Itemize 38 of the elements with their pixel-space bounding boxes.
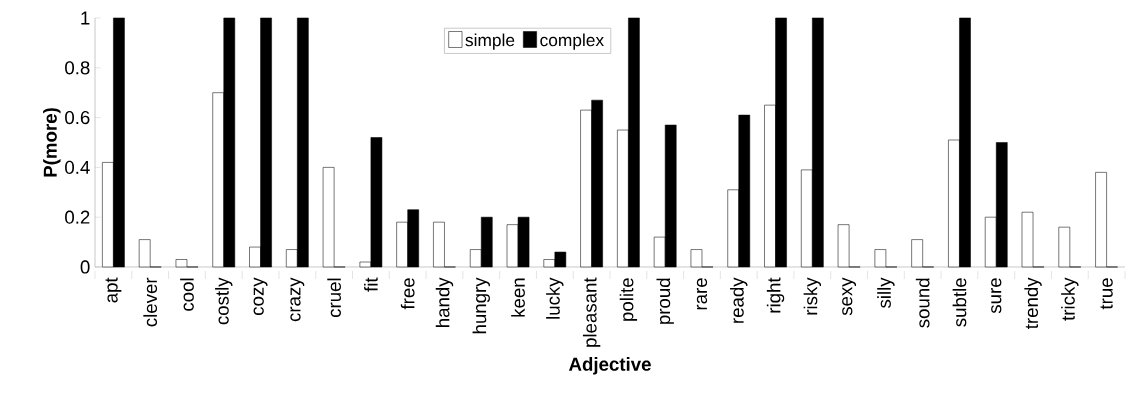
x-tick-label: ready [730, 277, 748, 323]
x-tick-label: risky [803, 277, 822, 315]
x-tick-label: pleasant [582, 277, 601, 347]
x-tick-label: sound [915, 278, 930, 328]
legend-label: simple [465, 33, 515, 50]
x-tick-label: rare [696, 278, 708, 310]
x-tick-label: sure [991, 278, 1002, 314]
y-tick-label: 0 [80, 260, 90, 274]
x-tick-label: hungry [472, 277, 490, 334]
x-axis-title: Adjective [568, 357, 651, 375]
x-tick-label: right [766, 277, 785, 313]
x-tick-label: true [1100, 278, 1113, 310]
x-tick-label: costly [215, 277, 233, 325]
x-tick-label: proud [656, 278, 674, 324]
y-axis-title: P(more) [43, 108, 61, 177]
x-tick-label: apt [105, 277, 122, 303]
y-tick-label: 0.6 [65, 110, 90, 125]
x-tick-label: silly [877, 277, 895, 308]
x-tick-label: cozy [253, 277, 268, 315]
x-tick-label: handy [435, 277, 454, 327]
x-tick-label: tricky [1061, 277, 1079, 321]
y-tick-label: 0.4 [65, 160, 90, 174]
x-tick-label: trendy [1024, 277, 1042, 329]
x-tick-label: free [400, 278, 415, 310]
x-tick-label: keen [511, 278, 525, 317]
y-tick-label: 0.8 [65, 61, 90, 75]
x-tick-label: polite [619, 278, 638, 321]
y-tick-label: 0.2 [65, 210, 90, 224]
x-tick-label: cruel [327, 278, 341, 318]
x-tick-label: sexy [842, 277, 857, 316]
y-tick-label: 1 [81, 11, 90, 25]
x-tick-label: fit [364, 277, 378, 292]
x-tick-label: cool [180, 278, 194, 311]
legend-label: complex [540, 33, 604, 50]
x-tick-label: crazy [290, 277, 305, 322]
x-tick-label: subtle [952, 278, 967, 327]
x-tick-label: clever [143, 277, 158, 327]
x-tick-label: lucky [546, 277, 564, 319]
